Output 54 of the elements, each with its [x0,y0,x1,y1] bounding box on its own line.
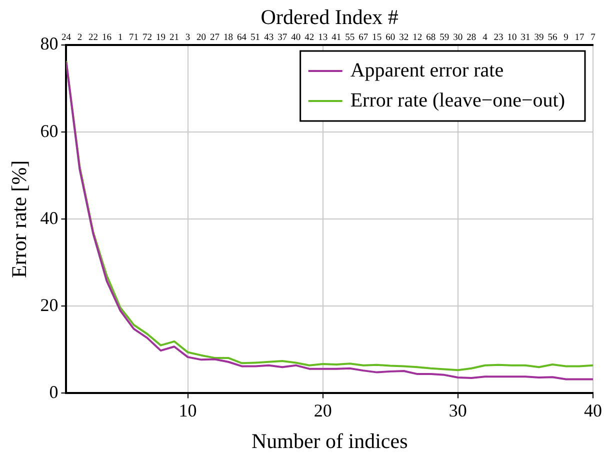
text: 15 [372,32,382,43]
text: 2 [77,32,82,43]
text: 4 [482,32,488,43]
text: 59 [440,32,450,43]
text: 31 [520,32,530,43]
text: 40 [291,32,301,43]
text: 30 [453,32,463,43]
text: 20 [196,32,206,43]
y-axis-title: Error rate [%] [7,160,32,278]
text: 71 [128,32,139,43]
text: 55 [345,32,355,43]
text: 3 [185,32,190,43]
text: 21 [170,32,180,43]
text: 42 [304,32,314,43]
text: 12 [412,32,422,43]
text: 18 [224,32,234,43]
y-tick-label: 0 [49,382,58,402]
x-tick-label: 30 [448,400,467,421]
text: 7 [590,32,596,43]
text: 13 [318,32,328,43]
text: 19 [156,32,166,43]
y-tick-label: 40 [40,208,58,228]
text: 68 [426,32,436,43]
text: 9 [564,32,569,43]
text: 23 [494,32,504,43]
text: 1 [118,32,123,43]
text: 28 [466,32,476,43]
y-tick-label: 20 [40,294,58,315]
y-tick-label: 60 [40,120,58,141]
text: 67 [358,32,368,43]
text: 17 [574,32,584,43]
x2-axis-title: Ordered Index # [260,5,399,30]
text: 64 [237,32,247,43]
x-tick-label: 20 [314,400,332,421]
text: 27 [210,32,220,43]
text: 37 [278,32,288,43]
text: 60 [386,32,396,43]
text: 39 [534,32,544,43]
text: 32 [399,32,409,43]
text: 16 [102,32,112,43]
legend-label: Apparent error rate [350,59,504,82]
text: 72 [142,32,152,43]
legend-label: Error rate (leave−one−out) [350,89,566,112]
text: 24 [61,32,72,43]
text: 43 [264,32,274,43]
x-tick-label: 10 [178,400,197,421]
x-axis-title: Number of indices [251,428,408,453]
text: 51 [250,32,260,43]
y-tick-label: 80 [40,34,58,54]
text: 41 [332,32,342,43]
text: 56 [548,32,558,43]
x-tick-label: 40 [584,400,602,421]
text: 22 [88,32,98,43]
text: 10 [507,32,517,43]
